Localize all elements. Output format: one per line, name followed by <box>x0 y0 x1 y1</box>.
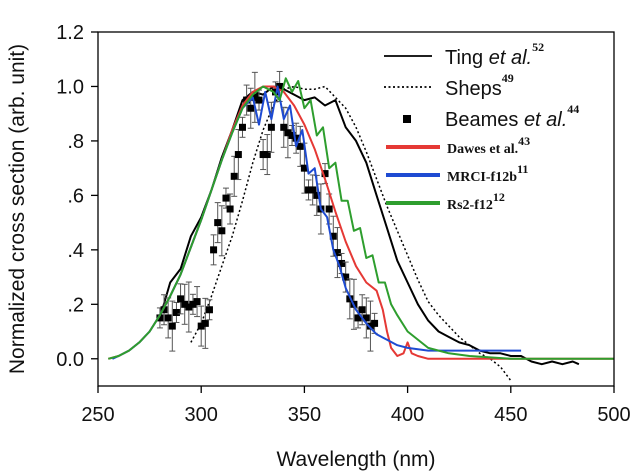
data-point <box>300 164 308 172</box>
legend-label-part: Sheps <box>445 78 502 100</box>
legend-ref: 52 <box>532 40 544 54</box>
data-point <box>284 129 292 137</box>
data-point <box>205 306 213 314</box>
legend-ref: 44 <box>567 102 579 116</box>
y-tick-label: 0.0 <box>56 349 84 371</box>
x-tick-label: 500 <box>597 404 630 426</box>
data-point <box>210 246 218 254</box>
data-point <box>329 232 337 240</box>
data-point <box>177 295 185 303</box>
data-point <box>197 322 205 330</box>
data-point <box>288 131 296 139</box>
y-tick-label: .6 <box>67 185 84 207</box>
legend-label-italic: et al. <box>524 109 567 131</box>
y-axis-title: Normalized cross section (arb. unit) <box>6 44 29 374</box>
legend-label-part: Dawes et al. <box>447 142 518 157</box>
series-line-sheps <box>190 85 512 382</box>
legend-label-part: Beames <box>445 109 524 131</box>
y-tick-label: .2 <box>67 294 84 316</box>
data-point <box>296 142 304 150</box>
legend-item: Dawes et al.43 <box>386 134 530 157</box>
data-point <box>234 151 242 159</box>
data-point <box>333 249 341 257</box>
series-layer <box>108 70 614 382</box>
data-point <box>230 172 238 180</box>
data-point <box>255 96 263 104</box>
legend-item: Beames et al.44 <box>403 102 579 131</box>
data-point <box>168 322 176 330</box>
data-point <box>362 314 370 322</box>
legend-item: Rs2-f1212 <box>386 190 505 213</box>
data-point <box>214 219 222 227</box>
legend-label-part: Rs2-f12 <box>447 198 493 213</box>
legend-marker <box>403 115 411 123</box>
data-point <box>272 88 280 96</box>
data-point <box>354 314 362 322</box>
data-point <box>263 151 271 159</box>
x-tick-label: 350 <box>288 404 321 426</box>
y-tick-label: 1.0 <box>56 76 84 98</box>
series-beames-et-al <box>156 70 379 352</box>
data-point <box>292 134 300 142</box>
data-point <box>366 322 374 330</box>
data-point <box>251 93 259 101</box>
y-tick-label: .4 <box>67 240 84 262</box>
data-point <box>321 170 329 178</box>
x-tick-label: 450 <box>494 404 527 426</box>
data-point <box>189 300 197 308</box>
plot-frame <box>97 31 615 387</box>
data-point <box>313 191 321 199</box>
data-point <box>276 82 284 90</box>
data-point <box>238 123 246 131</box>
legend-ref: 11 <box>517 162 528 176</box>
data-point <box>156 314 164 322</box>
legend-label: Ting et al.52 <box>445 40 544 69</box>
data-point <box>164 314 172 322</box>
data-point <box>309 186 317 194</box>
legend-item: MRCI-f12b11 <box>386 162 528 185</box>
data-point <box>172 308 180 316</box>
data-point <box>305 186 313 194</box>
legend-label-part: MRCI-f12b <box>447 170 517 185</box>
data-point <box>181 300 189 308</box>
legend-ref: 12 <box>493 190 505 204</box>
data-point <box>160 306 168 314</box>
legend-label: MRCI-f12b11 <box>447 162 528 185</box>
data-point <box>247 104 255 112</box>
axes: 250 300 350 400 450 500 0.0 .2 .4 .6 .8 1.0 1.2 <box>56 22 631 426</box>
data-point <box>342 273 350 281</box>
legend-label: Sheps49 <box>445 71 514 100</box>
x-axis-title: Wavelength (nm) <box>276 448 435 471</box>
data-point <box>222 194 230 202</box>
data-point <box>218 227 226 235</box>
legend-label: Rs2-f1212 <box>447 190 505 213</box>
x-tick-label: 300 <box>185 404 218 426</box>
legend-ref: 43 <box>518 134 530 148</box>
data-point <box>259 151 267 159</box>
legend-label: Beames et al.44 <box>445 102 579 131</box>
data-point <box>201 319 209 327</box>
data-point <box>280 123 288 131</box>
legend-label: Dawes et al.43 <box>447 134 530 157</box>
data-point <box>371 319 379 327</box>
x-tick-label: 250 <box>81 404 114 426</box>
data-point <box>185 303 193 311</box>
y-tick-label: .8 <box>67 131 84 153</box>
legend-label-italic: et al. <box>489 47 532 69</box>
legend-item: Ting et al.52 <box>384 40 544 69</box>
series-line-rs2-f12 <box>108 77 614 360</box>
data-point <box>338 259 346 267</box>
data-point <box>358 306 366 314</box>
legend-label-part: Ting <box>445 47 489 69</box>
x-tick-label: 400 <box>391 404 424 426</box>
data-point <box>267 123 275 131</box>
data-point <box>325 205 333 213</box>
legend-ref: 49 <box>502 71 514 85</box>
data-point <box>193 298 201 306</box>
data-point <box>226 205 234 213</box>
y-tick-label: 1.2 <box>56 22 84 44</box>
legend-item: Sheps49 <box>384 71 514 100</box>
